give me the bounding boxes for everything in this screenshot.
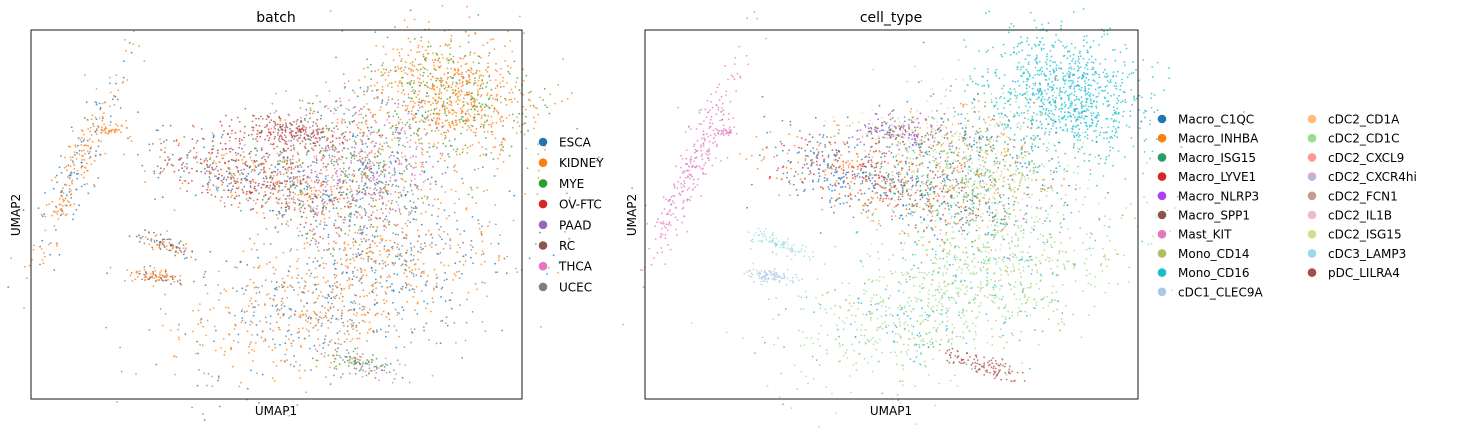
- legend-label-rc: RC: [559, 239, 575, 253]
- legend-marker-cdc2-cd1a: [1307, 114, 1317, 124]
- legend-marker-macro-spp1: [1157, 210, 1167, 220]
- batch-plot-frame: [30, 29, 523, 400]
- batch-scatter-clusters: [7, 5, 633, 421]
- batch-cluster-cdc1: [106, 265, 195, 286]
- legend-marker-cdc1-clec9a: [1157, 287, 1167, 297]
- legend-label-ucec: UCEC: [559, 280, 592, 294]
- legend-marker-cdc2-isg15: [1307, 229, 1317, 239]
- legend-label-thca: THCA: [558, 260, 593, 274]
- batch-title: batch: [256, 10, 296, 26]
- batch-cluster-lower: [105, 159, 633, 421]
- cell-type-cluster-cdc3: [747, 227, 814, 261]
- legend-marker-ov-ftc: [538, 199, 548, 209]
- legend-marker-esca: [538, 137, 548, 147]
- batch-ylabel: UMAP2: [9, 194, 23, 236]
- legend-marker-cdc2-cxcr4hi: [1307, 172, 1317, 181]
- cell-type-cluster-mast: [622, 11, 767, 326]
- legend-label-cdc2-cxcr4hi: cDC2_CXCR4hi: [1328, 170, 1417, 184]
- legend-label-cdc2-cd1c: cDC2_CD1C: [1328, 132, 1399, 146]
- legend-marker-thca: [538, 261, 548, 271]
- batch-cluster-mast: [7, 30, 146, 309]
- cell-type-scatter-clusters: [622, 8, 1245, 428]
- legend-marker-kidney: [538, 158, 548, 167]
- cell-type-cluster-mono16: [948, 8, 1245, 187]
- cell-type-legend: Macro_C1QC Macro_INHBA Macro_ISG15 Macro_LY…: [1157, 113, 1417, 299]
- legend-marker-macro-nlrp3: [1157, 191, 1167, 201]
- legend-label-macro-nlrp3: Macro_NLRP3: [1178, 189, 1259, 203]
- cell-type-cluster-lower: [690, 139, 1194, 428]
- legend-label-cdc2-il1b: cDC2_IL1B: [1328, 209, 1392, 223]
- cell-type-cluster-macro-top: [823, 108, 981, 160]
- cell-type-cluster-pdc: [927, 343, 1026, 383]
- legend-label-macro-spp1: Macro_SPP1: [1178, 209, 1250, 223]
- batch-cluster-cdc3: [128, 229, 197, 261]
- legend-marker-ucec: [538, 282, 548, 292]
- legend-marker-macro-inhba: [1157, 133, 1167, 143]
- legend-marker-cdc2-fcn1: [1307, 191, 1317, 201]
- batch-cluster-center: [223, 56, 488, 315]
- batch-xlabel: UMAP1: [255, 404, 297, 418]
- legend-marker-macro-lyve1: [1157, 172, 1167, 181]
- legend-marker-macro-c1qc: [1157, 114, 1167, 124]
- legend-marker-mono-cd14: [1157, 249, 1167, 258]
- batch-cluster-macro-left: [85, 101, 417, 243]
- legend-marker-cdc2-il1b: [1307, 210, 1317, 220]
- legend-marker-mono-cd16: [1157, 268, 1167, 277]
- legend-label-cdc3-lamp3: cDC3_LAMP3: [1328, 247, 1406, 261]
- legend-label-kidney: KIDNEY: [559, 156, 604, 170]
- cell-type-panel: cell_type UMAP1 UMAP2 Macro_C1QC Macro_IN…: [622, 8, 1417, 428]
- legend-label-ov-ftc: OV-FTC: [559, 198, 602, 212]
- legend-label-paad: PAAD: [559, 218, 591, 232]
- batch-cluster-mast-tail: [100, 123, 128, 135]
- batch-cluster-pdc: [314, 348, 434, 384]
- legend-label-mast-kit: Mast_KIT: [1178, 228, 1232, 242]
- legend-label-mono-cd16: Mono_CD16: [1178, 266, 1250, 280]
- legend-label-pdc-lilra4: pDC_LILRA4: [1328, 266, 1400, 280]
- legend-label-mono-cd14: Mono_CD14: [1178, 247, 1250, 261]
- legend-marker-rc: [538, 241, 548, 250]
- legend-label-cdc2-cxcl9: cDC2_CXCL9: [1328, 151, 1404, 165]
- batch-legend: ESCA KIDNEY MYE OV-FTC PAAD RC THCA UCEC: [538, 136, 604, 294]
- legend-marker-cdc3-lamp3: [1307, 249, 1317, 258]
- legend-label-macro-inhba: Macro_INHBA: [1178, 132, 1259, 146]
- legend-label-mye: MYE: [559, 177, 584, 191]
- legend-marker-macro-isg15: [1157, 153, 1167, 162]
- batch-cluster-mono16: [328, 5, 600, 205]
- legend-marker-mast-kit: [1157, 229, 1167, 239]
- cell-type-cluster-center: [848, 41, 1124, 332]
- legend-label-macro-c1qc: Macro_C1QC: [1178, 113, 1254, 127]
- batch-cluster-macro-top: [223, 107, 369, 161]
- legend-marker-cdc2-cd1c: [1307, 133, 1317, 143]
- cell-type-xlabel: UMAP1: [870, 404, 912, 418]
- legend-label-macro-lyve1: Macro_LYVE1: [1178, 170, 1256, 184]
- legend-label-cdc2-isg15: cDC2_ISG15: [1328, 228, 1402, 242]
- cell-type-ylabel: UMAP2: [625, 194, 639, 236]
- legend-label-macro-isg15: Macro_ISG15: [1178, 151, 1256, 165]
- batch-panel: batch UMAP1 UMAP2 ESCA KIDNEY MYE OV-FTC PAA…: [7, 5, 633, 421]
- legend-marker-pdc-lilra4: [1307, 268, 1317, 277]
- cell-type-cluster-cdc1: [743, 262, 803, 286]
- legend-label-cdc1-clec9a: cDC1_CLEC9A: [1178, 285, 1264, 299]
- legend-marker-cdc2-cxcl9: [1307, 153, 1317, 162]
- cell-type-cluster-mast-tail: [712, 124, 738, 137]
- legend-marker-paad: [538, 220, 548, 230]
- legend-marker-mye: [538, 179, 548, 188]
- cell-type-title: cell_type: [860, 10, 922, 26]
- cell-type-plot-frame: [644, 29, 1139, 400]
- legend-label-esca: ESCA: [559, 136, 592, 150]
- legend-label-cdc2-fcn1: cDC2_FCN1: [1328, 189, 1398, 203]
- legend-label-cdc2-cd1a: cDC2_CD1A: [1328, 113, 1400, 127]
